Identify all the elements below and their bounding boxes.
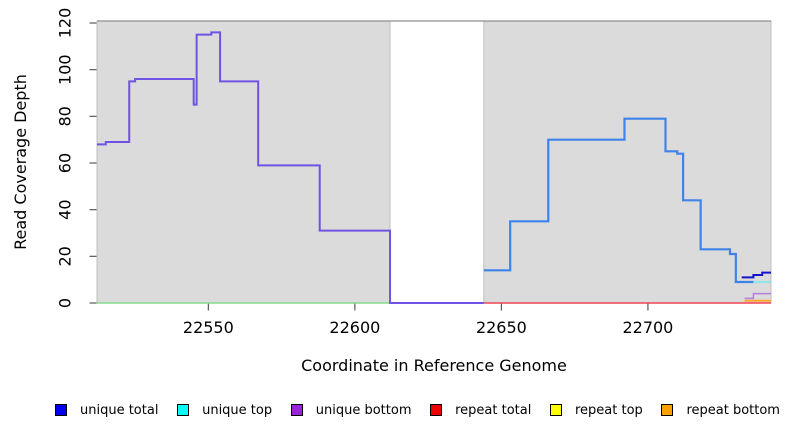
svg-text:0: 0	[56, 298, 75, 308]
legend-label: unique bottom	[315, 402, 412, 418]
svg-text:20: 20	[56, 246, 75, 266]
unique-bottom-swatch-icon	[290, 404, 303, 416]
svg-text:22650: 22650	[476, 318, 527, 337]
legend-item-repeat-top: repeat top	[550, 403, 643, 418]
unique-total-swatch-icon	[55, 404, 67, 416]
legend-item-repeat-bottom: repeat bottom	[661, 403, 780, 418]
legend-item-unique-top: unique top	[177, 403, 272, 418]
legend-label: unique total	[80, 402, 159, 418]
y-axis-title: Read Coverage Depth	[11, 74, 30, 250]
svg-text:22600: 22600	[329, 318, 380, 337]
legend-item-unique-bottom: unique bottom	[290, 402, 412, 418]
legend-item-repeat-total: repeat total	[430, 403, 531, 418]
svg-text:22550: 22550	[183, 318, 234, 337]
unique-top-swatch-icon	[177, 404, 190, 416]
legend-label: repeat bottom	[686, 402, 780, 418]
repeat-top-swatch-icon	[550, 404, 562, 416]
svg-text:40: 40	[56, 199, 75, 219]
svg-text:80: 80	[56, 106, 75, 126]
legend-label: unique top	[202, 402, 273, 418]
x-axis-title: Coordinate in Reference Genome	[301, 356, 567, 375]
legend-label: repeat total	[455, 402, 532, 418]
repeat-bottom-swatch-icon	[661, 404, 674, 416]
legend-item-unique-total: unique total	[55, 403, 158, 418]
svg-text:120: 120	[56, 8, 75, 39]
legend-label: repeat top	[575, 402, 643, 418]
svg-text:60: 60	[56, 153, 75, 173]
repeat-total-swatch-icon	[430, 404, 443, 416]
svg-text:22700: 22700	[622, 318, 673, 337]
legend: unique total unique top unique bottom re…	[0, 399, 780, 421]
svg-text:100: 100	[56, 54, 75, 85]
